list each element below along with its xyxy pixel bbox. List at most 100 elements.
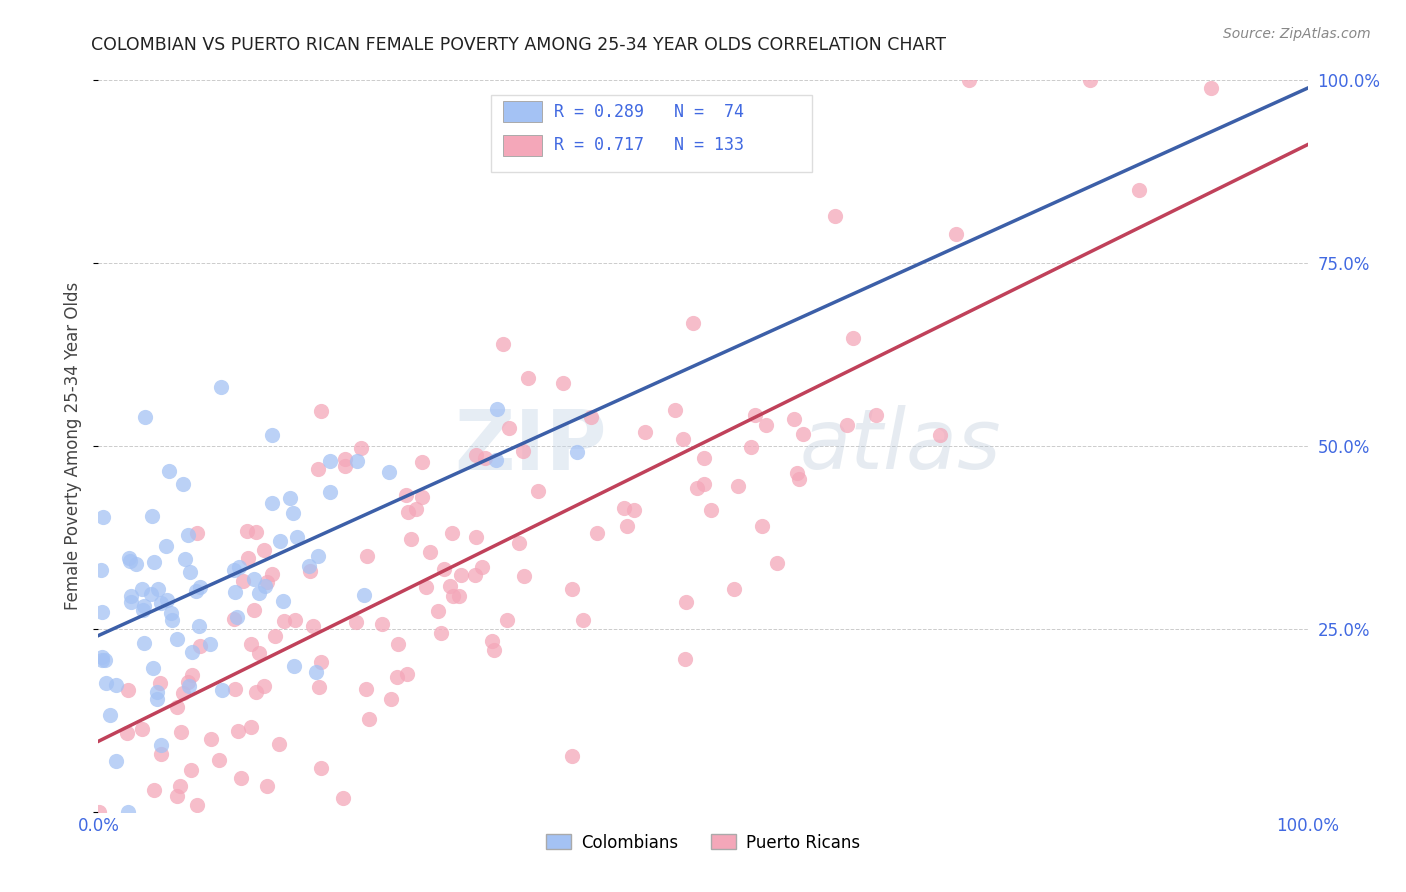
Point xyxy=(399,533,422,547)
Point xyxy=(481,633,503,648)
Point xyxy=(464,567,486,582)
Point xyxy=(464,449,486,463)
Point xyxy=(226,724,249,739)
Point xyxy=(149,739,172,753)
Point xyxy=(837,418,859,433)
Point xyxy=(94,653,117,667)
Point xyxy=(181,645,204,659)
Point xyxy=(485,453,508,467)
Point xyxy=(740,440,762,454)
Point xyxy=(224,585,246,599)
Point xyxy=(90,605,112,619)
Point xyxy=(305,665,328,679)
Point xyxy=(118,551,141,566)
Point xyxy=(792,427,814,442)
Legend: Colombians, Puerto Ricans: Colombians, Puerto Ricans xyxy=(538,827,868,858)
FancyBboxPatch shape xyxy=(503,135,543,155)
Point xyxy=(232,574,254,588)
Point xyxy=(411,455,433,469)
Point xyxy=(439,579,461,593)
Point xyxy=(682,316,704,330)
Point xyxy=(285,530,308,544)
Point xyxy=(561,748,583,763)
Point xyxy=(464,530,486,544)
Point xyxy=(120,589,142,603)
Point xyxy=(616,518,638,533)
Point xyxy=(441,526,464,541)
Point xyxy=(132,603,155,617)
Point xyxy=(117,726,139,740)
Point xyxy=(186,583,208,598)
Point xyxy=(247,646,270,660)
Point xyxy=(209,380,232,394)
Point xyxy=(824,209,846,223)
Point xyxy=(411,490,433,504)
Point xyxy=(957,73,980,87)
Point xyxy=(141,586,163,600)
Point xyxy=(159,606,181,620)
Point xyxy=(146,582,169,597)
Point xyxy=(498,420,520,434)
Point xyxy=(744,408,766,422)
Point xyxy=(693,451,716,466)
Point xyxy=(169,779,191,793)
Point xyxy=(104,678,127,692)
FancyBboxPatch shape xyxy=(492,95,811,171)
Point xyxy=(236,551,259,566)
Point xyxy=(94,675,117,690)
Point xyxy=(353,588,375,602)
Point xyxy=(673,652,696,666)
Point xyxy=(150,596,173,610)
Point xyxy=(450,568,472,582)
Point xyxy=(430,626,453,640)
Point xyxy=(166,789,188,803)
Point xyxy=(299,564,322,578)
Point xyxy=(134,599,156,614)
Point xyxy=(387,637,409,651)
Point xyxy=(675,595,697,609)
Point xyxy=(492,337,515,351)
Text: atlas: atlas xyxy=(800,406,1001,486)
Point xyxy=(162,614,184,628)
Point xyxy=(253,542,276,557)
Point xyxy=(782,412,804,426)
Point xyxy=(385,670,408,684)
Point xyxy=(319,453,342,467)
Point xyxy=(172,685,194,699)
Point xyxy=(419,544,441,558)
Point xyxy=(495,613,517,627)
Point xyxy=(242,603,264,617)
Point xyxy=(225,609,247,624)
Point xyxy=(700,502,723,516)
Point xyxy=(278,491,301,505)
Point xyxy=(142,661,165,675)
Point xyxy=(149,675,172,690)
Point xyxy=(262,567,284,582)
Point xyxy=(177,679,200,693)
Point xyxy=(284,613,307,627)
Point xyxy=(1078,73,1101,87)
Point xyxy=(271,594,294,608)
Point xyxy=(841,331,863,345)
Point xyxy=(247,586,270,600)
Point xyxy=(200,731,222,746)
Point xyxy=(371,616,394,631)
Point xyxy=(567,445,589,459)
Point xyxy=(333,452,356,467)
Point xyxy=(633,425,655,440)
Point xyxy=(229,771,252,785)
Point xyxy=(517,371,540,385)
Point xyxy=(256,780,278,794)
Point xyxy=(309,761,332,775)
Point xyxy=(623,503,645,517)
Point xyxy=(117,682,139,697)
Point xyxy=(945,227,967,242)
Point xyxy=(283,658,305,673)
Point xyxy=(755,418,778,433)
Point xyxy=(357,713,380,727)
Point xyxy=(166,632,188,646)
Point xyxy=(262,428,284,442)
Point xyxy=(173,552,195,566)
Point xyxy=(179,566,201,580)
Point xyxy=(177,675,200,690)
